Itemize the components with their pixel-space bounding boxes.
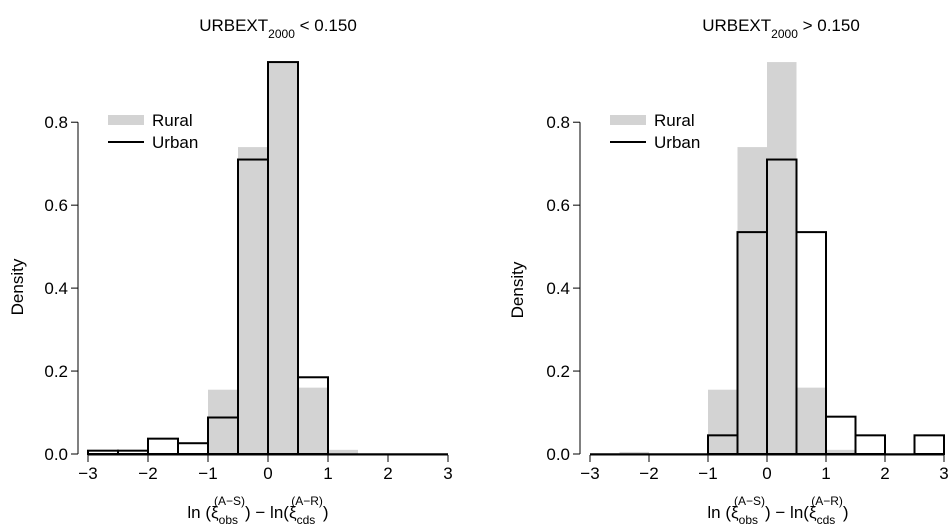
- bar-rural: [619, 451, 649, 454]
- x-axis-label: ln (ξobs(A−S)) − ln(ξcds(A−R)): [187, 494, 328, 525]
- y-tick-label: 0.0: [44, 445, 68, 464]
- legend: Rural Urban: [610, 111, 700, 152]
- bar-rural: [238, 147, 268, 455]
- bar-rural: [767, 62, 797, 455]
- bar-urban: [913, 434, 945, 456]
- x-tick-label: −3: [78, 464, 97, 483]
- x-tick-label: −1: [698, 464, 717, 483]
- x-tick-label: 3: [443, 464, 452, 483]
- x-tick-label: 2: [880, 464, 889, 483]
- bar-rural: [737, 147, 767, 455]
- y-axis: 0.0 0.2 0.4 0.6 0.8: [44, 113, 79, 464]
- legend-swatch-rural: [108, 115, 144, 125]
- plot-area: −3 −2 −1 0 1 2 3 0.0 0.2 0.4 0.6 0.8 Rural Urban: [44, 61, 453, 483]
- bar-urban: [177, 442, 209, 455]
- y-tick-label: 0.2: [546, 362, 570, 381]
- legend-label-urban: Urban: [152, 133, 198, 152]
- legend-label-urban: Urban: [654, 133, 700, 152]
- y-tick-label: 0.6: [546, 196, 570, 215]
- x-tick-label: 2: [383, 464, 392, 483]
- y-tick-label: 0.4: [546, 279, 570, 298]
- x-tick-label: 0: [762, 464, 771, 483]
- bar-rural: [298, 387, 328, 454]
- y-tick-label: 0.2: [44, 362, 68, 381]
- x-axis: −3 −2 −1 0 1 2 3: [580, 454, 949, 483]
- y-axis-label: Density: [8, 258, 27, 315]
- bar-rural: [826, 449, 856, 454]
- y-tick-label: 0.0: [546, 445, 570, 464]
- y-tick-label: 0.4: [44, 279, 68, 298]
- legend-label-rural: Rural: [152, 111, 193, 130]
- x-axis-label: ln (ξobs(A−S)) − ln(ξcds(A−R)): [707, 494, 848, 525]
- x-tick-label: 0: [263, 464, 272, 483]
- y-tick-label: 0.8: [546, 113, 570, 132]
- x-axis: −3 −2 −1 0 1 2 3: [78, 454, 453, 483]
- x-tick-label: 3: [939, 464, 948, 483]
- x-tick-label: −2: [639, 464, 658, 483]
- y-axis-label: Density: [508, 261, 527, 318]
- bar-rural: [708, 389, 738, 454]
- panel-title: URBEXT2000 > 0.150: [702, 16, 860, 41]
- plot-area: −3 −2 −1 0 1 2 3 0.0 0.2 0.4 0.6 0.8 Rural Urban: [546, 62, 949, 483]
- x-tick-label: 1: [323, 464, 332, 483]
- y-tick-label: 0.8: [44, 113, 68, 132]
- x-tick-label: −1: [198, 464, 217, 483]
- x-tick-label: −2: [138, 464, 157, 483]
- bar-rural: [328, 449, 358, 454]
- bar-urban: [147, 437, 179, 455]
- x-tick-label: 1: [821, 464, 830, 483]
- bar-urban: [825, 415, 857, 455]
- panel-left-histogram: URBEXT2000 < 0.150 −3 −2 −1 0 1 2 30.00.20.40.…: [8, 16, 453, 525]
- y-tick-label: 0.6: [44, 196, 68, 215]
- panel-right-histogram: URBEXT2000 > 0.150 −3 −2 −1 0 1 2 30.00.20.40.…: [508, 16, 949, 525]
- panel-title: URBEXT2000 < 0.150: [199, 16, 357, 41]
- y-axis: 0.0 0.2 0.4 0.6 0.8: [546, 113, 581, 464]
- bar-rural: [796, 387, 826, 454]
- legend-swatch-rural: [610, 115, 646, 125]
- bar-rural: [268, 62, 298, 455]
- bar-rural: [208, 389, 238, 454]
- x-tick-label: −3: [580, 464, 599, 483]
- legend: Rural Urban: [108, 111, 198, 152]
- legend-label-rural: Rural: [654, 111, 695, 130]
- bar-urban: [854, 434, 886, 456]
